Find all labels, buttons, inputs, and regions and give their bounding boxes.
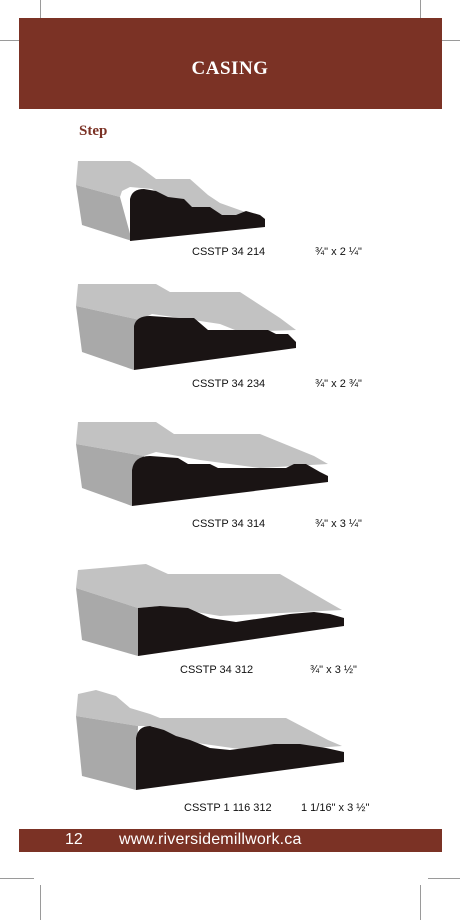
profile-image-5	[60, 686, 360, 796]
crop-mark	[420, 0, 421, 30]
crop-mark	[428, 40, 460, 41]
profile-image-2	[60, 278, 310, 374]
crop-mark	[428, 878, 460, 879]
footer-band	[19, 829, 442, 852]
profile-code-3: CSSTP 34 314	[192, 518, 266, 530]
section-label: Step	[79, 123, 108, 139]
crop-mark	[0, 878, 34, 879]
crop-mark	[420, 885, 421, 920]
website-link[interactable]: www.riversidemillwork.ca	[119, 831, 302, 848]
profile-code-4: CSSTP 34 312	[180, 664, 254, 676]
profile-size-3: ¾" x 3 ¼"	[315, 518, 362, 530]
profile-image-3	[60, 416, 340, 510]
profile-image-4	[60, 560, 360, 660]
profile-code-5: CSSTP 1 116 312	[184, 802, 272, 814]
header-band	[19, 18, 442, 109]
profile-code-1: CSSTP 34 214	[192, 246, 266, 258]
crop-mark	[0, 40, 34, 41]
crop-mark	[40, 885, 41, 920]
profile-image-1	[60, 155, 280, 247]
page-title: CASING	[191, 58, 269, 79]
crop-mark	[40, 0, 41, 30]
profile-size-5: 1 1/16" x 3 ½"	[301, 802, 370, 814]
profile-code-2: CSSTP 34 234	[192, 378, 266, 390]
page-number: 12	[65, 831, 83, 848]
profile-size-1: ¾" x 2 ¼"	[315, 246, 362, 258]
profile-size-2: ¾" x 2 ¾"	[315, 378, 362, 390]
profile-size-4: ¾" x 3 ½"	[310, 664, 357, 676]
